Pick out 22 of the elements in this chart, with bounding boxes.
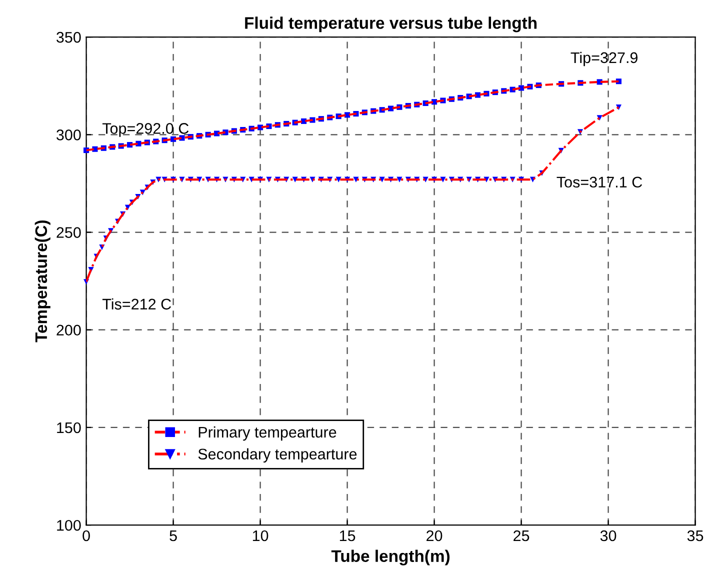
chart-title: Fluid temperature versus tube length	[245, 16, 537, 32]
annotation: Tos=317.1 C	[556, 176, 642, 188]
x-tick-label: 10	[252, 530, 268, 542]
y-tick-label: 150	[57, 422, 81, 434]
legend-label: Primary tempearture	[198, 426, 336, 441]
x-tick-label: 0	[82, 530, 90, 542]
y-tick-label: 250	[56, 227, 81, 238]
legend-label: Secondary tempearture	[198, 448, 357, 463]
x-tick-label: 5	[170, 530, 177, 542]
y-tick-label: 300	[56, 130, 81, 140]
y-tick-label: 350	[56, 32, 81, 43]
x-axis-title: Tube length(m)	[331, 550, 450, 566]
annotation: Tis=212 C	[102, 298, 172, 310]
annotation: Tip=327.9	[570, 52, 638, 66]
y-axis-title: Temperature(C)	[34, 220, 50, 342]
x-tick-label: 20	[426, 530, 442, 542]
x-tick-label: 25	[514, 530, 530, 542]
x-tick-label: 30	[600, 530, 616, 542]
x-tick-label: 35	[687, 530, 704, 542]
y-tick-label: 200	[56, 324, 81, 336]
x-tick-label: 15	[340, 530, 356, 542]
y-tick-label: 100	[57, 520, 81, 531]
